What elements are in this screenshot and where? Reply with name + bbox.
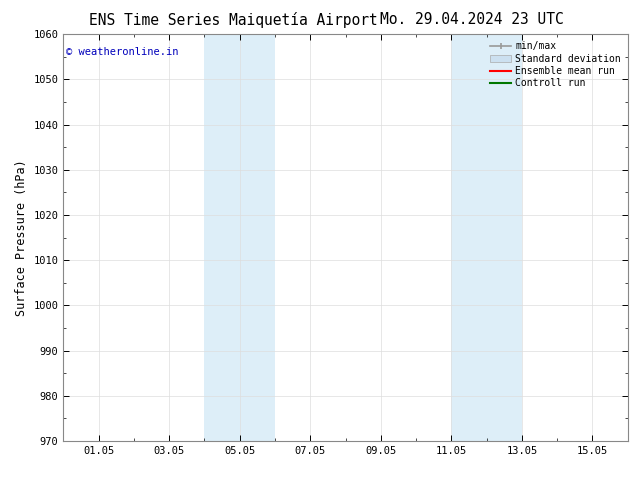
Text: Mo. 29.04.2024 23 UTC: Mo. 29.04.2024 23 UTC xyxy=(380,12,564,27)
Y-axis label: Surface Pressure (hPa): Surface Pressure (hPa) xyxy=(15,159,28,316)
Bar xyxy=(204,34,275,441)
Text: © weatheronline.in: © weatheronline.in xyxy=(66,47,179,56)
Legend: min/max, Standard deviation, Ensemble mean run, Controll run: min/max, Standard deviation, Ensemble me… xyxy=(488,39,623,90)
Bar xyxy=(451,34,522,441)
Text: ENS Time Series Maiquetía Airport: ENS Time Series Maiquetía Airport xyxy=(89,12,377,28)
